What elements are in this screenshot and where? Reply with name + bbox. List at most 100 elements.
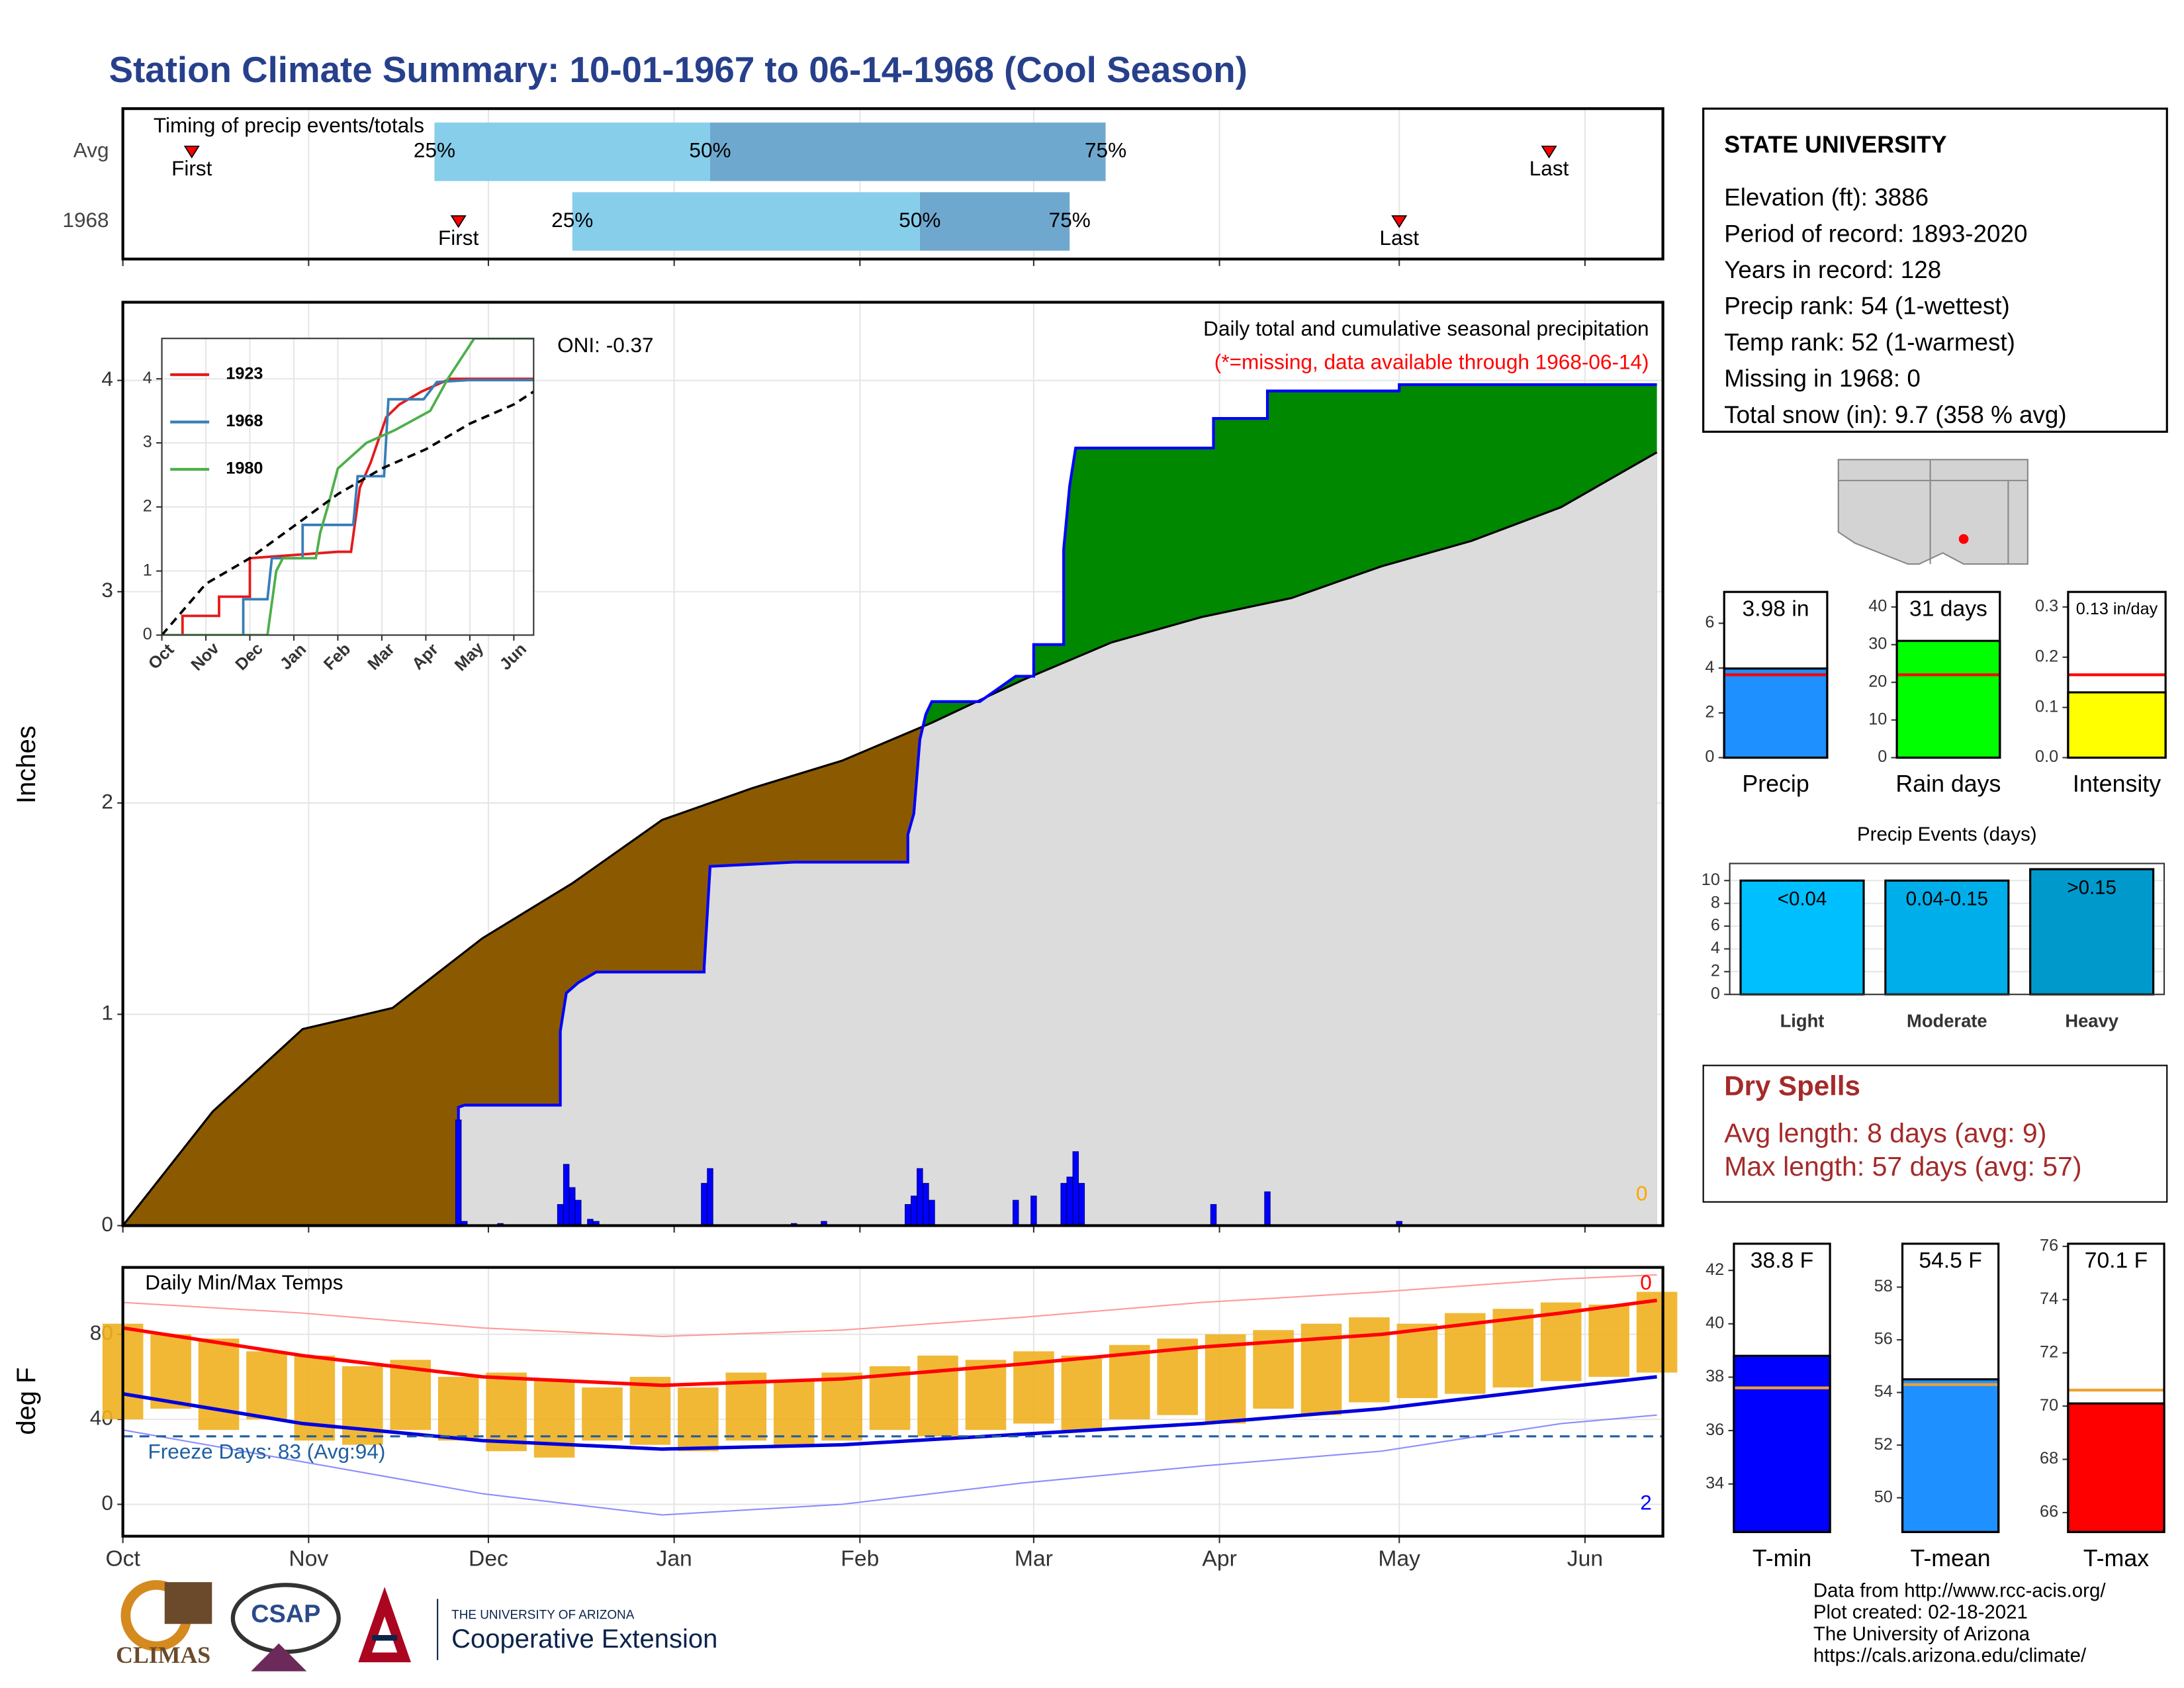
category-label: T-mean: [1910, 1545, 1990, 1571]
x-tick-label: May: [1378, 1546, 1420, 1571]
daily-bar: [701, 1183, 707, 1227]
y-tick-label: 4: [1711, 939, 1720, 957]
daily-bar: [563, 1164, 570, 1227]
dry-spells-info: Avg length: 8 days (avg: 9)Max length: 5…: [1724, 1118, 2081, 1182]
daily-bar: [929, 1199, 935, 1227]
daily-bar: [1264, 1191, 1271, 1227]
temp-bar: [1396, 1323, 1438, 1399]
y-tick-label: 0.1: [2035, 697, 2058, 716]
x-tick-label: Jan: [657, 1546, 692, 1571]
y-tick-label: 2: [1705, 703, 1714, 722]
daily-bar: [1013, 1199, 1019, 1227]
category-label: Precip: [1742, 771, 1809, 797]
y-tick-label: 4: [101, 367, 113, 391]
page-title: Station Climate Summary: 10-01-1967 to 0…: [109, 49, 1248, 90]
y-tick-label: 0.0: [2035, 747, 2058, 766]
footer-line: Data from http://www.rcc-acis.org/: [1813, 1580, 2106, 1602]
y-tick-label: 0.3: [2035, 597, 2058, 616]
plot-frame: [121, 301, 1664, 1227]
category-label: Heavy: [2065, 1011, 2118, 1031]
y-tick-label: 8: [1711, 893, 1720, 912]
daily-bar: [923, 1183, 929, 1227]
extreme-count: 2: [1640, 1491, 1652, 1515]
station-info: Elevation (ft): 3886 Period of record: 18…: [1724, 184, 2066, 428]
climas-text: CLIMAS: [116, 1642, 210, 1668]
category-label: Light: [1780, 1011, 1825, 1031]
series-line: [161, 377, 534, 635]
temp-line: [122, 1375, 1657, 1451]
season-line: [122, 383, 1657, 1227]
y-tick-label: 0: [1705, 747, 1714, 766]
temp-bar: [1061, 1355, 1103, 1430]
percentile-label: 25%: [551, 208, 593, 232]
x-tick-label: Oct: [105, 1546, 140, 1571]
temp-bar: [342, 1366, 383, 1445]
percentile-bar: [572, 192, 920, 251]
category-label: T-min: [1752, 1545, 1811, 1571]
station-line: Period of record: 1893-2020: [1724, 220, 2027, 247]
series-line: [161, 338, 534, 635]
percentile-label: 25%: [414, 138, 455, 162]
footer-line: Plot created: 02-18-2021: [1813, 1601, 2028, 1623]
bar-frame: [1733, 1243, 1831, 1533]
event-label: First: [171, 156, 212, 180]
inset-frame: [161, 338, 535, 636]
y-tick-label: 6: [1711, 916, 1720, 935]
legend-label: 1980: [226, 459, 263, 478]
daily-bar: [569, 1187, 576, 1227]
value-label: 38.8 F: [1751, 1248, 1813, 1273]
value-label: 31 days: [1909, 596, 1987, 621]
series-line: [161, 379, 534, 635]
y-tick-label: 74: [2040, 1289, 2058, 1308]
temp-bar: [294, 1355, 336, 1441]
daily-bar: [557, 1204, 564, 1227]
event-marker: [1541, 146, 1557, 159]
y-tick-label: 66: [2040, 1503, 2058, 1521]
row-label: 1968: [62, 208, 109, 232]
y-tick-label: 0.2: [2035, 647, 2058, 665]
dry-spells-title: Dry Spells: [1724, 1070, 1860, 1101]
y-tick-label: 10: [1702, 870, 1720, 889]
footer-line: https://cals.arizona.edu/climate/: [1813, 1644, 2087, 1666]
x-tick-label: Jun: [1567, 1546, 1603, 1571]
panel-title: Precip Events (days): [1857, 823, 2037, 845]
value-label: 54.5 F: [1919, 1248, 1981, 1273]
y-tick-label: 20: [1868, 672, 1887, 690]
category-label: Intensity: [2073, 771, 2161, 797]
dry-spell-line: Max length: 57 days (avg: 57): [1724, 1151, 2081, 1182]
bin-label: <0.04: [1778, 888, 1827, 910]
y-tick-label: 40: [1706, 1313, 1724, 1332]
temp-line: [122, 1414, 1657, 1516]
bar: [1723, 667, 1829, 759]
extreme-count: 0: [1640, 1270, 1652, 1294]
station-line: Temp rank: 52 (1-warmest): [1724, 328, 2015, 355]
bar: [1739, 879, 1865, 996]
temp-bar: [917, 1355, 958, 1436]
event-marker: [1391, 215, 1408, 228]
y-tick-label: 3: [143, 433, 152, 451]
y-tick-label: 40: [1868, 597, 1887, 616]
plot-frame: [121, 1266, 1664, 1538]
temp-bar: [1205, 1334, 1246, 1424]
row-label: Avg: [73, 138, 109, 162]
oni-label: ONI: -0.37: [557, 333, 654, 357]
temp-bar: [246, 1351, 287, 1420]
university-text: THE UNIVERSITY OF ARIZONA: [451, 1609, 635, 1622]
temp-bar: [965, 1360, 1007, 1430]
series-line: [161, 391, 534, 635]
daily-bar: [1060, 1183, 1067, 1227]
plot-frame: [1729, 863, 2165, 996]
percentile-bar: [434, 122, 710, 181]
percentile-label: 75%: [1085, 138, 1126, 162]
event-label: Last: [1379, 226, 1419, 250]
footer: Data from http://www.rcc-acis.org/Plot c…: [1813, 1580, 2106, 1667]
event-label: First: [438, 226, 479, 250]
percentile-label: 75%: [1049, 208, 1091, 232]
csap-text: CSAP: [251, 1601, 320, 1628]
bar: [1895, 639, 2001, 759]
temp-bar: [150, 1334, 191, 1409]
y-tick-label: 0: [1878, 747, 1887, 766]
percentile-bar: [709, 122, 1106, 181]
y-tick-label: 0: [1711, 984, 1720, 1003]
